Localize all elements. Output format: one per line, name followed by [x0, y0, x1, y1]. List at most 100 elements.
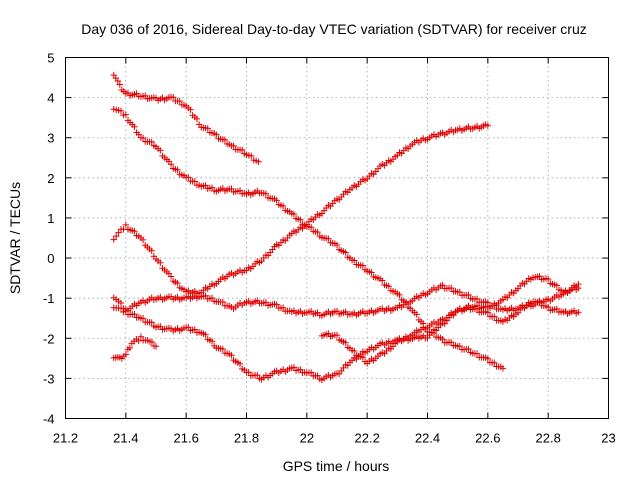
data-point	[465, 345, 472, 353]
data-point	[135, 337, 142, 345]
data-point	[575, 284, 582, 292]
x-axis-label: GPS time / hours	[283, 458, 390, 474]
series-track-a	[110, 71, 262, 165]
data-point	[448, 338, 455, 346]
data-point	[139, 315, 147, 322]
data-point	[342, 339, 349, 346]
data-point	[254, 371, 261, 379]
data-point	[297, 216, 304, 223]
data-point	[368, 269, 375, 276]
data-point	[333, 332, 341, 339]
data-point	[157, 259, 164, 266]
data-point	[255, 158, 262, 165]
data-point	[248, 152, 255, 160]
data-point	[139, 236, 147, 244]
data-point	[193, 115, 201, 123]
data-point	[148, 138, 155, 146]
data-point	[553, 282, 560, 289]
y-tick-label: 3	[47, 131, 54, 146]
data-point	[307, 224, 315, 231]
y-tick-label: 5	[47, 51, 54, 66]
data-point	[473, 350, 481, 357]
data-point	[273, 301, 280, 308]
axis-ticks	[65, 57, 609, 419]
data-point	[273, 197, 280, 204]
data-point	[290, 210, 298, 218]
x-tick-label: 22.2	[355, 431, 380, 446]
data-point	[148, 319, 155, 326]
data-point	[230, 142, 237, 150]
y-tick-label: 2	[47, 171, 54, 186]
data-point	[484, 122, 492, 129]
y-tick-label: 4	[47, 91, 54, 106]
data-point	[456, 342, 464, 350]
data-point	[174, 166, 181, 174]
y-tick-label: 0	[47, 251, 54, 266]
y-tick-label: -3	[43, 371, 55, 386]
series-track-g	[318, 298, 582, 367]
data-point	[351, 347, 358, 355]
x-tick-label: 22.8	[536, 431, 561, 446]
data-point	[131, 310, 138, 318]
data-point	[379, 277, 386, 284]
y-tick-label: -4	[43, 412, 55, 427]
data-point	[131, 228, 138, 235]
data-point	[122, 307, 130, 315]
data-point	[213, 131, 220, 138]
data-point	[176, 97, 183, 105]
data-point	[187, 106, 194, 113]
data-point	[307, 369, 315, 376]
data-point	[465, 291, 472, 299]
data-point	[236, 360, 244, 368]
data-point	[126, 344, 134, 352]
data-point	[499, 365, 507, 372]
data-point	[413, 311, 420, 318]
y-tick-label: -2	[43, 331, 55, 346]
data-point	[279, 202, 287, 210]
x-tick-label: 22	[300, 431, 314, 446]
x-tick-label: 23	[601, 431, 615, 446]
data-point	[115, 229, 122, 236]
data-point	[221, 136, 229, 144]
chart-title: Day 036 of 2016, Sidereal Day-to-day VTE…	[81, 21, 587, 37]
data-point	[359, 262, 367, 269]
data-point	[314, 372, 321, 379]
y-tick-label: 1	[47, 211, 54, 226]
x-tick-labels: 21.2 21.4 21.6 21.8 22 22.2 22.4 22.6 22.8 23	[53, 431, 616, 446]
data-point	[325, 235, 332, 242]
data-point	[219, 345, 226, 353]
data-point	[204, 125, 211, 132]
data-point	[228, 352, 235, 359]
series-track-d	[110, 280, 582, 319]
data-point	[473, 305, 481, 313]
data-point	[148, 247, 155, 254]
data-point	[491, 359, 498, 366]
data-point	[262, 190, 270, 197]
data-point	[157, 147, 164, 154]
series-track-f	[110, 333, 160, 362]
data-point	[396, 291, 403, 299]
data-point	[314, 228, 321, 236]
data-point	[110, 236, 117, 243]
data-point	[245, 368, 252, 376]
data-point	[122, 111, 130, 118]
data-point	[238, 146, 246, 154]
data-point	[439, 281, 446, 289]
y-axis-label: SDTVAR / TECUs	[7, 182, 23, 294]
data-point	[484, 309, 492, 316]
data-point	[456, 288, 464, 296]
data-point	[448, 284, 455, 292]
data-point	[185, 174, 192, 181]
series-track-c	[110, 121, 492, 297]
data-point	[484, 355, 492, 362]
data-point	[279, 304, 287, 311]
data-point	[191, 178, 198, 185]
data-point	[385, 283, 392, 290]
data-point	[174, 279, 181, 287]
data-point	[333, 241, 341, 249]
data-point	[167, 273, 175, 280]
data-point	[170, 93, 177, 101]
plot-frame	[65, 57, 609, 419]
data-point	[342, 249, 349, 256]
